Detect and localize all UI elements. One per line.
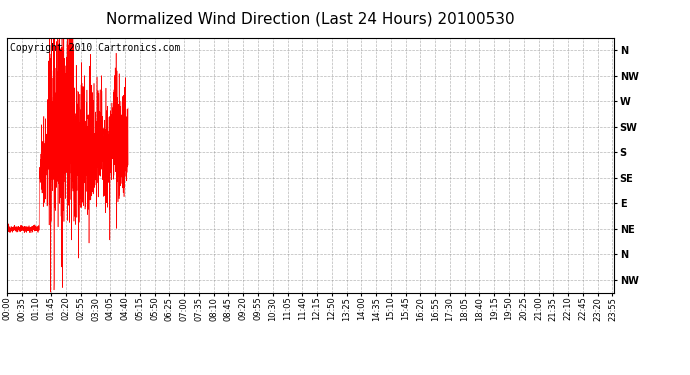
Text: Copyright 2010 Cartronics.com: Copyright 2010 Cartronics.com <box>10 43 180 52</box>
Text: Normalized Wind Direction (Last 24 Hours) 20100530: Normalized Wind Direction (Last 24 Hours… <box>106 11 515 26</box>
